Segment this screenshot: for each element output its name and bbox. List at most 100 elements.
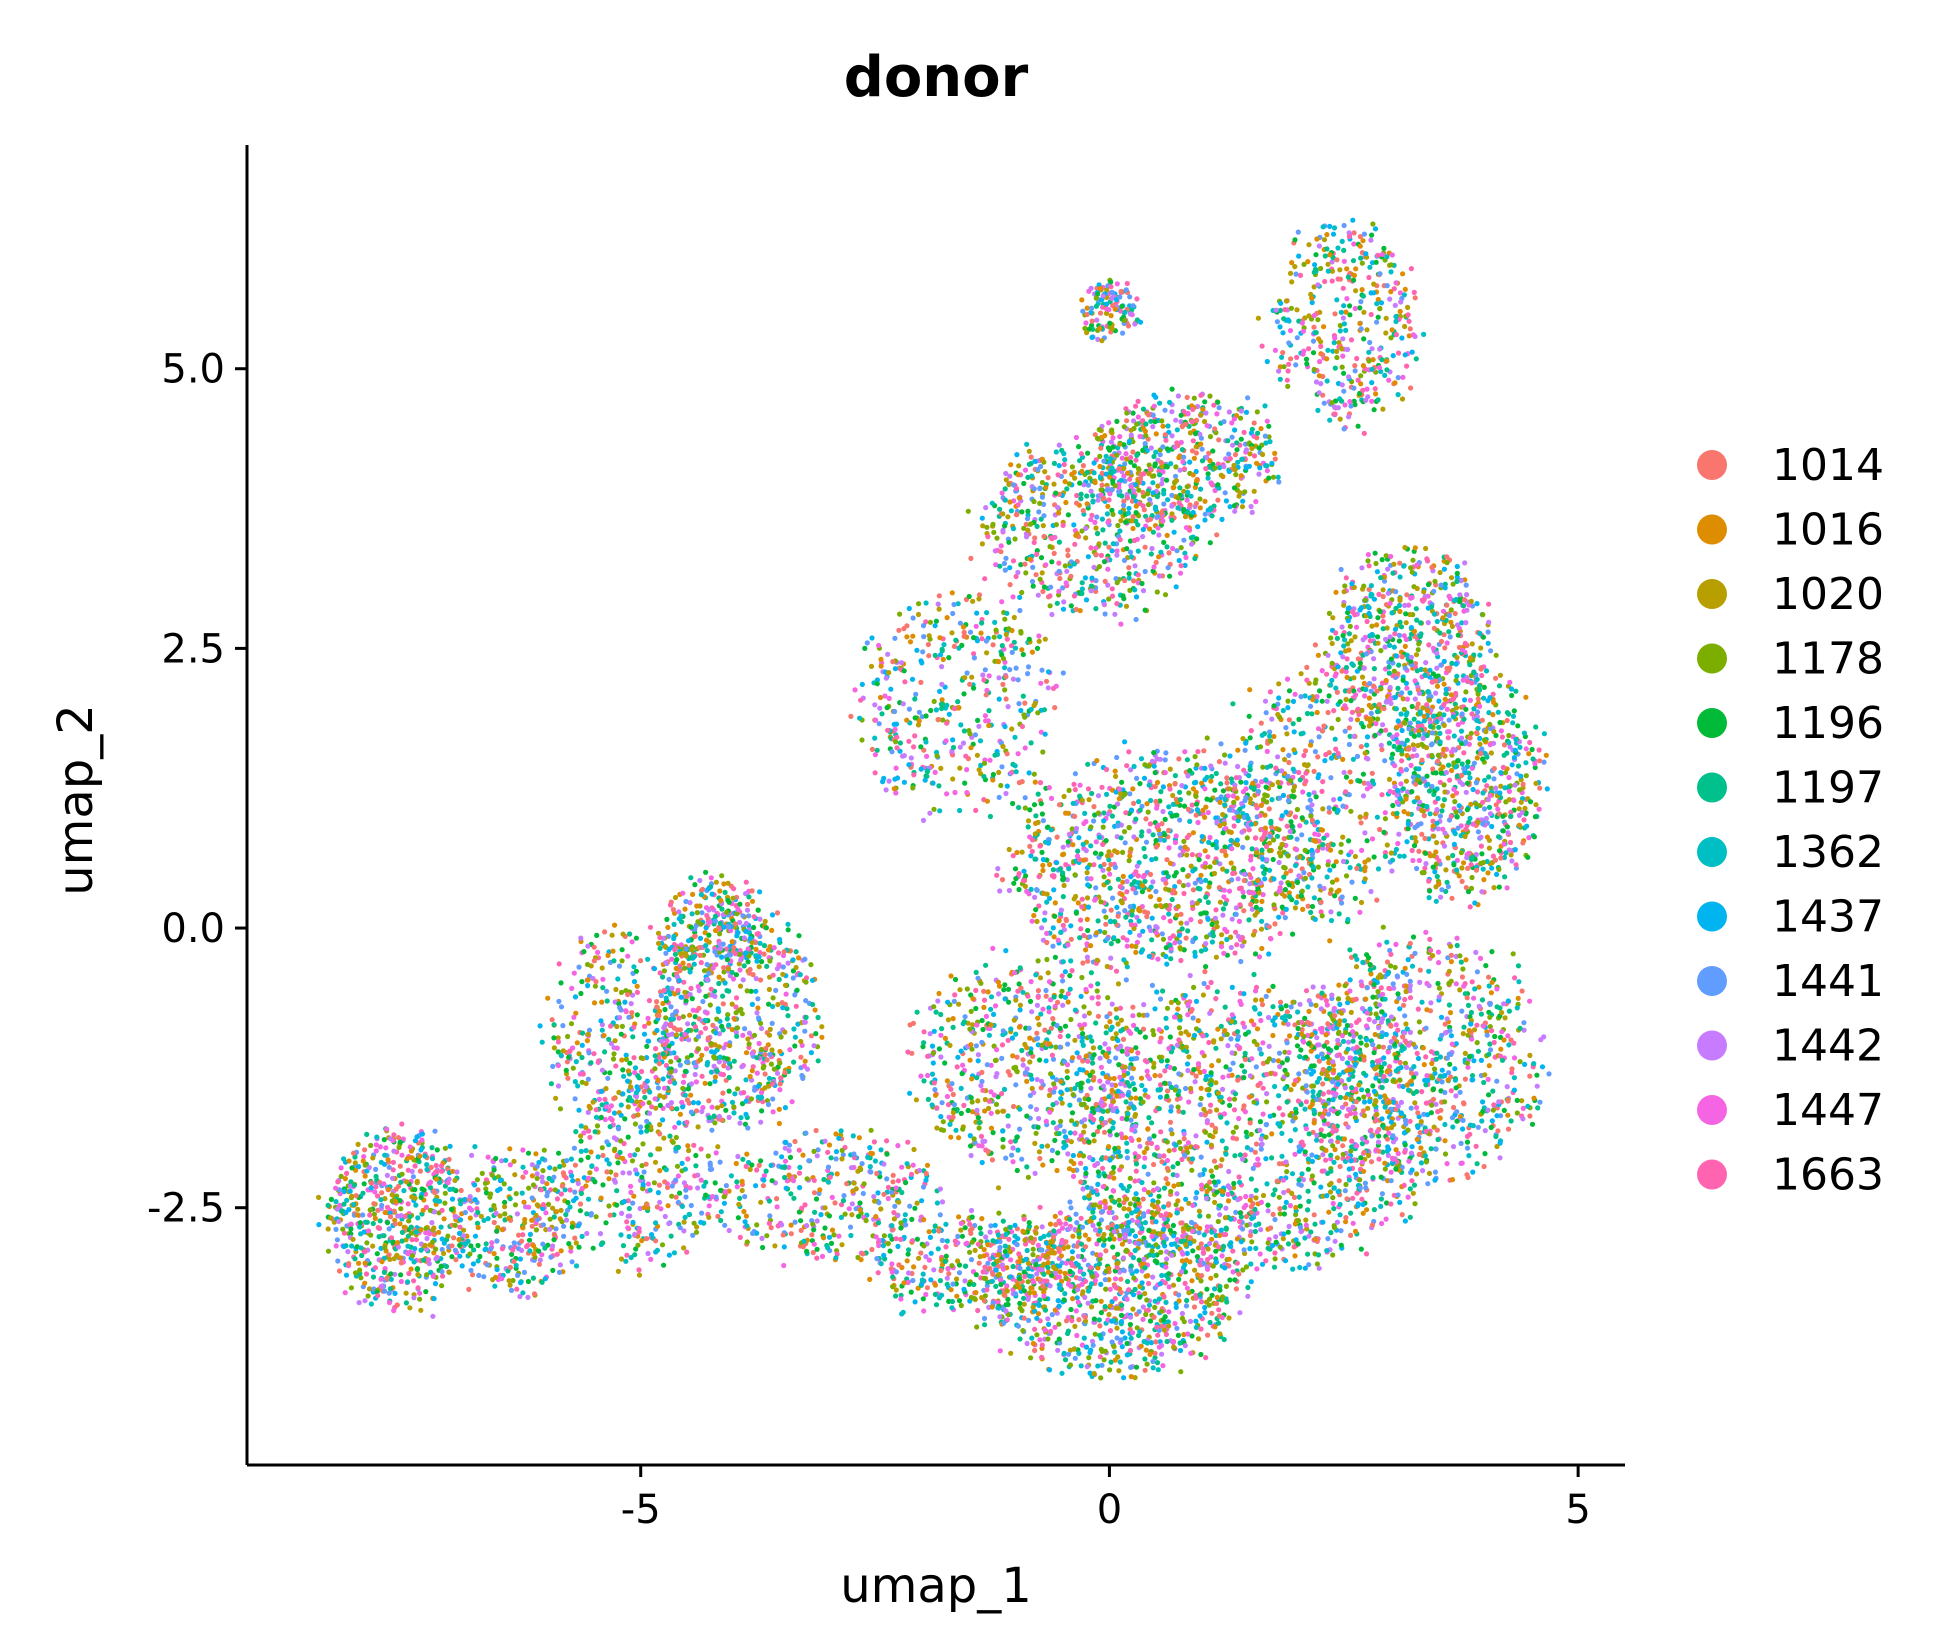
- scatter-point: [1381, 829, 1387, 836]
- scatter-point: [1509, 858, 1515, 864]
- scatter-point: [848, 713, 854, 720]
- scatter-point: [525, 1294, 531, 1300]
- scatter-point: [1511, 755, 1517, 761]
- scatter-point: [1162, 1068, 1168, 1074]
- scatter-point: [1179, 1156, 1185, 1163]
- scatter-point: [1343, 1101, 1349, 1107]
- scatter-point: [1496, 1099, 1502, 1105]
- scatter-point: [1286, 688, 1293, 694]
- scatter-point: [703, 1179, 709, 1185]
- scatter-point: [1376, 942, 1382, 948]
- scatter-point: [565, 1075, 571, 1081]
- scatter-point: [521, 1199, 527, 1205]
- scatter-point: [1448, 1033, 1454, 1039]
- scatter-point: [579, 979, 585, 985]
- scatter-point: [1247, 687, 1253, 693]
- scatter-point: [869, 1246, 875, 1253]
- scatter-point: [1171, 873, 1178, 879]
- scatter-point: [1045, 970, 1051, 976]
- scatter-point: [1083, 320, 1089, 326]
- scatter-point: [1250, 932, 1257, 938]
- scatter-point: [1421, 331, 1427, 337]
- scatter-point: [585, 1109, 591, 1115]
- scatter-point: [1102, 611, 1108, 617]
- scatter-point: [1025, 824, 1031, 830]
- scatter-point: [1406, 1158, 1412, 1164]
- scatter-point: [1349, 879, 1355, 885]
- scatter-point: [1417, 979, 1423, 986]
- scatter-point: [988, 1125, 995, 1131]
- scatter-point: [1020, 693, 1026, 699]
- scatter-point: [797, 1185, 803, 1191]
- scatter-point: [817, 1187, 823, 1193]
- scatter-point: [1292, 905, 1298, 911]
- scatter-point: [738, 1115, 744, 1121]
- scatter-point: [1160, 784, 1166, 790]
- scatter-point: [1474, 1040, 1480, 1046]
- scatter-point: [775, 1064, 781, 1070]
- scatter-point: [1242, 747, 1248, 753]
- scatter-point: [991, 1011, 997, 1018]
- scatter-point: [1341, 258, 1347, 264]
- scatter-point: [1324, 378, 1330, 384]
- scatter-point: [806, 1158, 812, 1164]
- scatter-point: [939, 664, 945, 670]
- scatter-point: [1386, 985, 1392, 991]
- scatter-point: [760, 1183, 767, 1189]
- scatter-point: [1259, 898, 1265, 905]
- scatter-point: [937, 1278, 944, 1284]
- scatter-point: [1205, 984, 1211, 990]
- scatter-point: [1335, 245, 1341, 251]
- scatter-point: [712, 1180, 718, 1186]
- scatter-point: [558, 1191, 565, 1197]
- scatter-point: [842, 1211, 848, 1217]
- scatter-point: [687, 1012, 693, 1018]
- scatter-point: [1497, 848, 1503, 854]
- scatter-point: [1348, 808, 1354, 814]
- scatter-point: [1054, 600, 1060, 606]
- scatter-point: [1473, 851, 1479, 858]
- scatter-point: [370, 1243, 376, 1249]
- scatter-point: [1173, 417, 1179, 423]
- scatter-point: [1362, 1180, 1368, 1186]
- scatter-point: [434, 1147, 440, 1153]
- scatter-point: [600, 1152, 606, 1159]
- scatter-point: [1423, 545, 1429, 552]
- scatter-point: [1176, 1298, 1182, 1304]
- scatter-point: [1339, 894, 1345, 900]
- scatter-point: [931, 1028, 937, 1034]
- scatter-point: [1183, 1196, 1189, 1202]
- scatter-point: [1207, 880, 1213, 886]
- scatter-point: [631, 979, 638, 985]
- scatter-point: [1339, 364, 1345, 370]
- scatter-point: [1383, 330, 1389, 336]
- scatter-point: [1131, 578, 1137, 584]
- scatter-point: [1327, 252, 1333, 258]
- scatter-point: [1107, 1286, 1113, 1292]
- scatter-point: [1106, 866, 1112, 872]
- scatter-point: [1301, 752, 1307, 759]
- scatter-point: [924, 753, 930, 760]
- scatter-point: [1371, 676, 1377, 682]
- scatter-point: [956, 1262, 963, 1268]
- scatter-point: [982, 1108, 988, 1114]
- scatter-point: [729, 1099, 736, 1105]
- scatter-point: [550, 1267, 556, 1273]
- scatter-point: [1281, 1211, 1287, 1217]
- scatter-point: [1497, 719, 1503, 726]
- scatter-point: [1402, 352, 1408, 358]
- scatter-point: [1359, 287, 1365, 293]
- scatter-point: [1226, 1168, 1232, 1175]
- scatter-point: [1411, 1182, 1418, 1188]
- scatter-point: [953, 1127, 959, 1133]
- scatter-point: [1124, 1050, 1130, 1056]
- scatter-point: [1248, 1176, 1254, 1182]
- scatter-point: [1266, 1043, 1272, 1049]
- scatter-point: [1009, 649, 1015, 656]
- scatter-point: [1190, 438, 1196, 444]
- scatter-point: [1066, 1166, 1073, 1172]
- scatter-point: [980, 1087, 986, 1093]
- scatter-point: [405, 1201, 411, 1207]
- scatter-point: [1046, 895, 1053, 902]
- scatter-point: [1496, 834, 1502, 840]
